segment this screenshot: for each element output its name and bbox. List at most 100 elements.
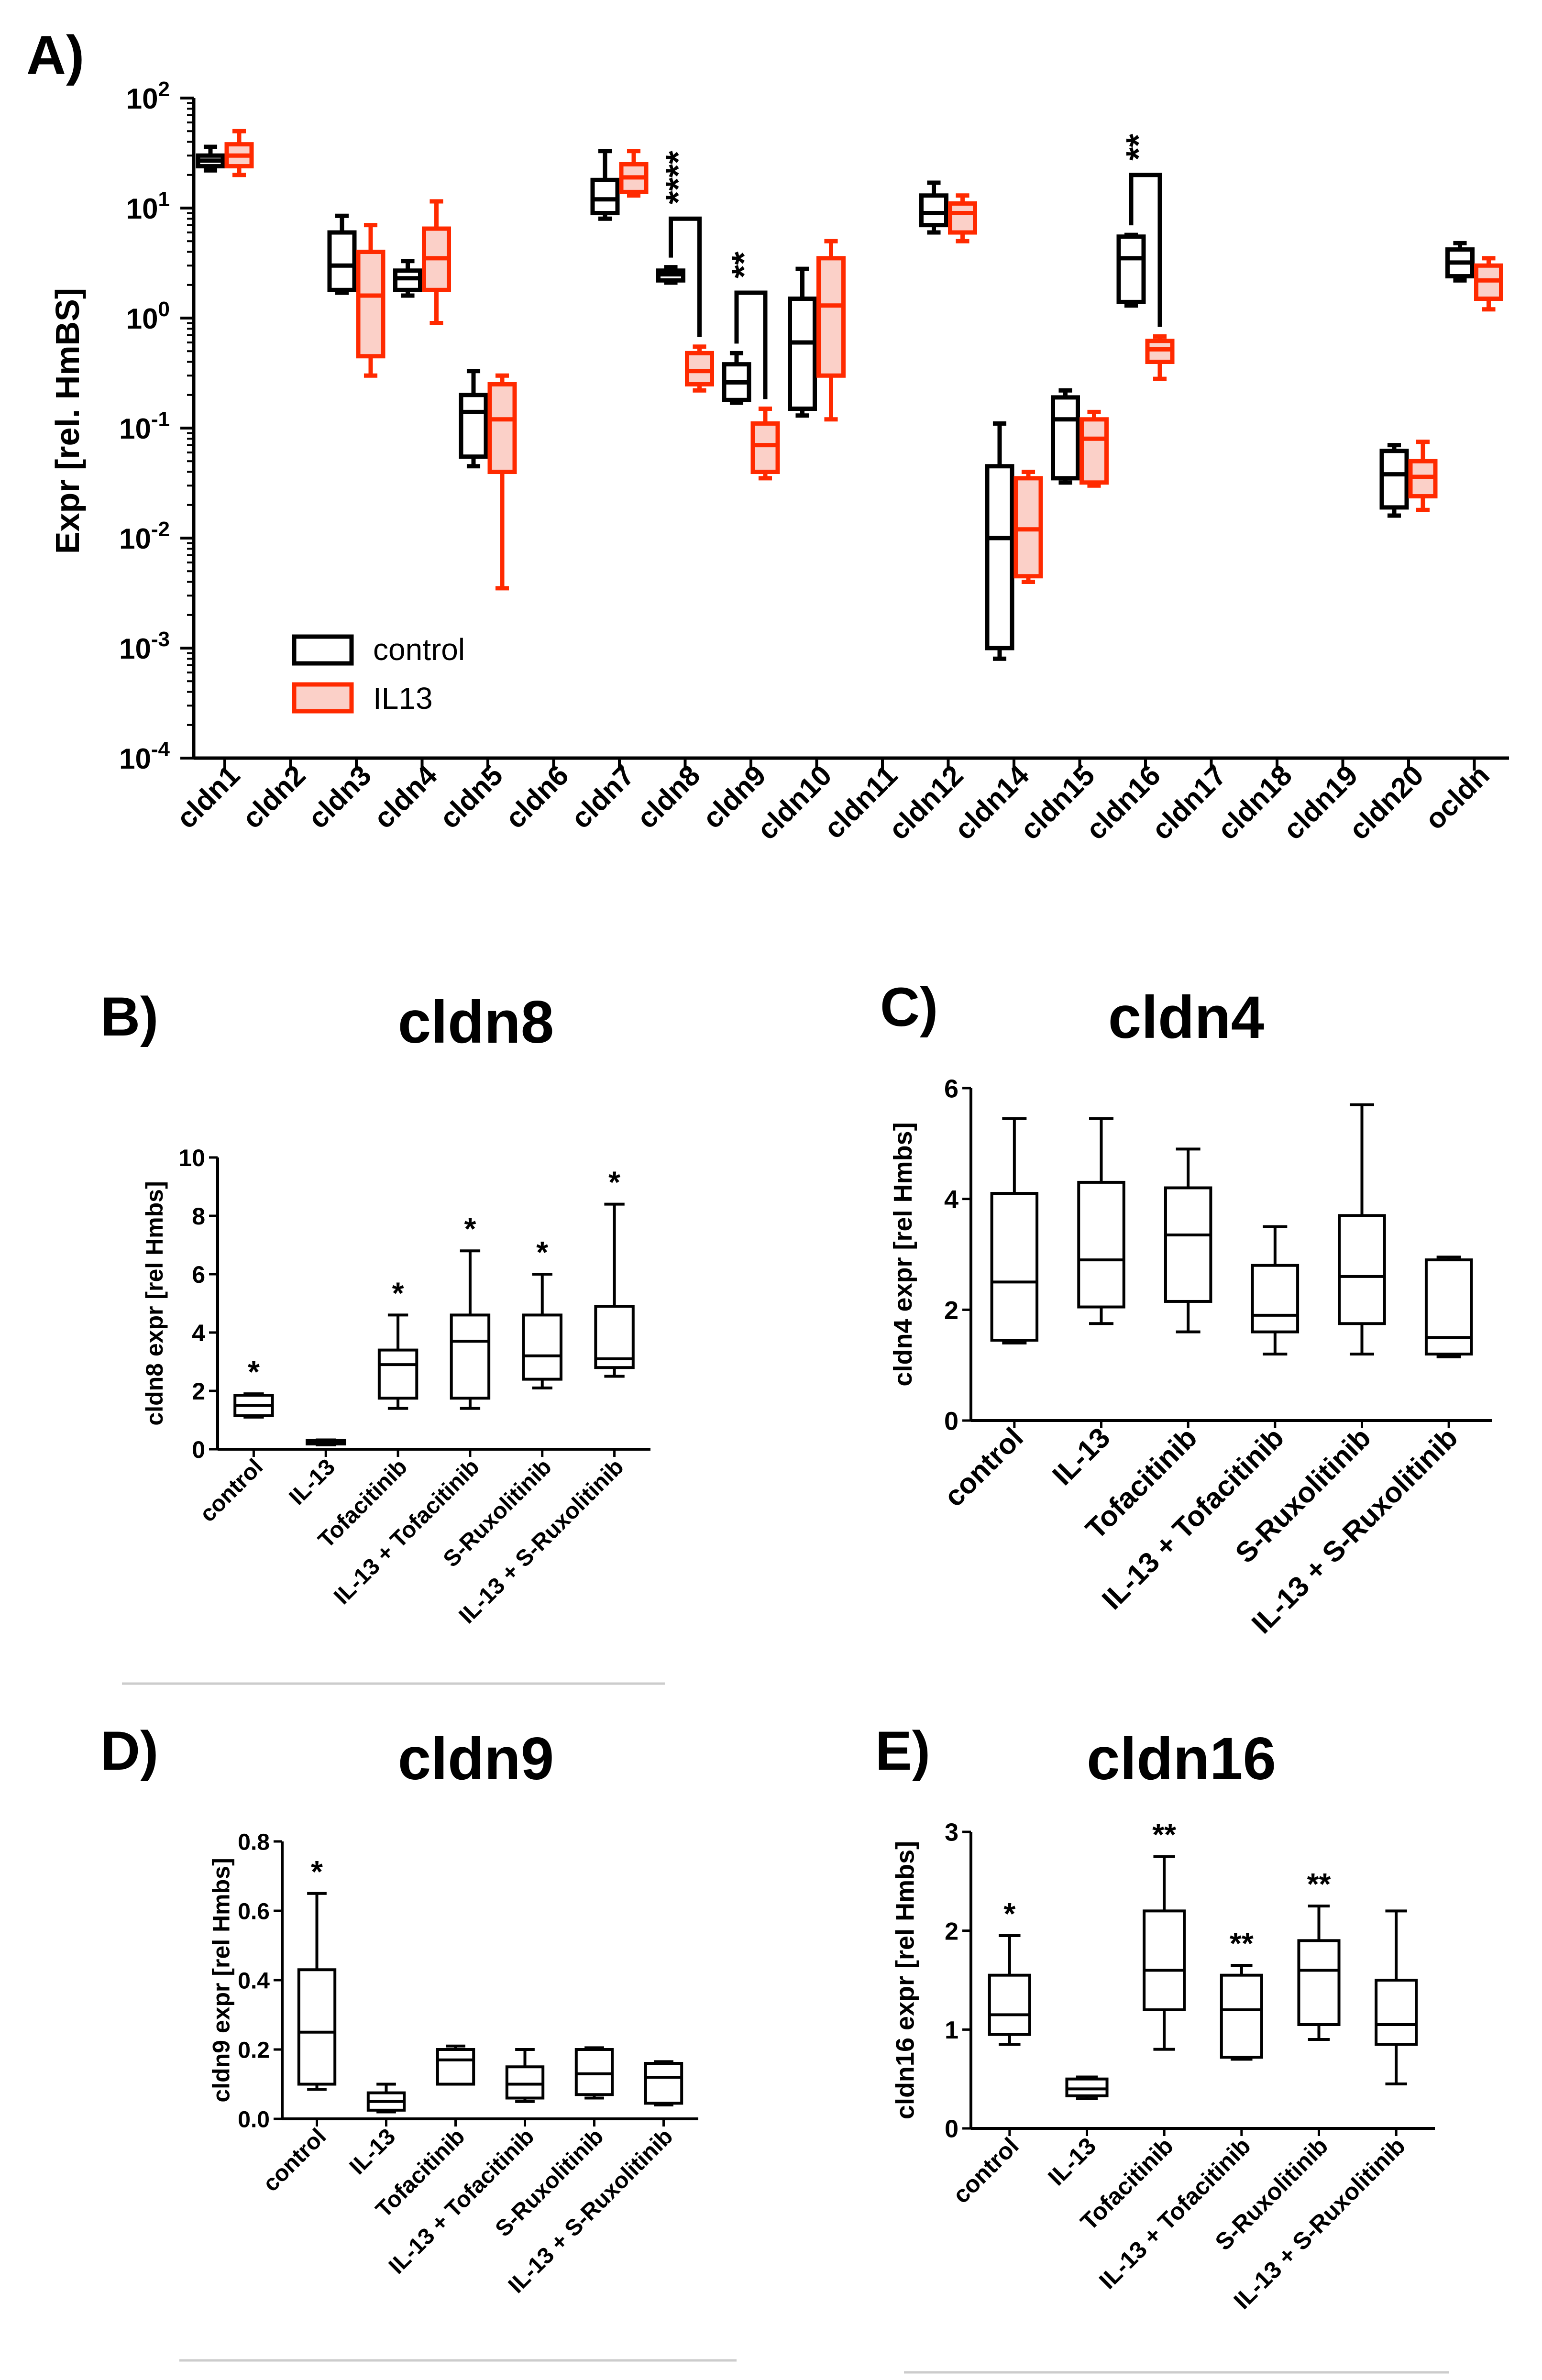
box-control-cldn14 [985, 421, 1014, 661]
box-il-13-tofacitinib [450, 1249, 491, 1410]
y-tick-label: 100 [126, 298, 170, 335]
box-control-cldn16 [1116, 232, 1146, 308]
box-box [1143, 1909, 1186, 2011]
box-il-13 [1077, 1117, 1125, 1325]
y-tick-label: 10-4 [119, 738, 170, 775]
panel-d-label: D) [100, 1720, 158, 1782]
box-box [574, 2048, 614, 2096]
box-box [1297, 1939, 1341, 2026]
box-box [1375, 1979, 1418, 2046]
box-il13-cldn9 [750, 406, 780, 481]
y-tick-label: 10-1 [119, 408, 170, 445]
y-tick-label: 0.8 [238, 1829, 270, 1855]
box-box [327, 230, 357, 292]
box-box [1051, 395, 1080, 481]
panel-e: E) cldn16 [875, 1720, 1276, 1792]
y-tick-label: 8 [192, 1203, 205, 1230]
box-box [985, 464, 1014, 650]
box-box [990, 1192, 1039, 1342]
y-tick-label: 0 [944, 1407, 958, 1435]
panel-a-label: A) [26, 25, 84, 86]
y-tick-label: 3 [945, 1819, 958, 1847]
box-box [436, 2048, 475, 2086]
box-box [1251, 1264, 1300, 1333]
panel-e-y-axis-label: cldn16 expr [rel Hmbs] [891, 1841, 919, 2119]
box-il13-cldn16 [1145, 334, 1175, 381]
box-control-cldn15 [1051, 388, 1080, 485]
box-control-ocldn [1445, 241, 1475, 283]
box-box [1379, 449, 1409, 510]
panel-d-title: cldn9 [398, 1726, 554, 1792]
box-il13-cldn10 [816, 239, 846, 422]
significance-label: * [536, 1235, 548, 1269]
panel-a-legend: control IL13 [292, 632, 465, 716]
y-tick-label: 0 [945, 2116, 958, 2143]
box-box [1424, 1258, 1473, 1355]
panel-e-title: cldn16 [1087, 1726, 1276, 1792]
significance-label: * [1003, 1896, 1015, 1931]
box-box [1116, 234, 1146, 304]
box-box [1079, 417, 1109, 485]
y-tick-label: 2 [192, 1378, 205, 1405]
y-tick-label: 4 [192, 1320, 205, 1346]
box-il-13 [306, 1438, 346, 1446]
y-tick-label: 0.2 [238, 2038, 270, 2063]
box-box [377, 1348, 419, 1400]
box-il13-ocldn [1474, 256, 1503, 312]
y-tick-label: 0 [192, 1436, 205, 1463]
y-tick-label: 102 [126, 77, 170, 115]
box-il13-cldn5 [487, 373, 517, 591]
panel-a-boxes [196, 129, 1503, 661]
box-box [1164, 1186, 1212, 1303]
box-il13-cldn3 [356, 223, 386, 378]
box-il-13-s-ruxolitinib [1375, 1909, 1418, 2085]
box-box [816, 256, 846, 378]
significance-label: * [464, 1212, 476, 1246]
significance-label: ** [1230, 1926, 1254, 1961]
significance-bracket [669, 216, 702, 337]
box-tofacitinib [1164, 1147, 1212, 1333]
box-control-cldn20 [1379, 443, 1409, 518]
box-il13-cldn20 [1408, 440, 1438, 512]
box-box [297, 1968, 337, 2086]
box-il-13-s-ruxolitinib [1424, 1256, 1473, 1358]
significance-bracket [734, 290, 768, 399]
box-box [487, 382, 517, 474]
panel-d-y-axis-label: cldn9 expr [rel Hmbs] [208, 1858, 235, 2102]
significance-label: * [248, 1355, 260, 1389]
box-control-cldn12 [919, 180, 948, 235]
panel-a-y-ticks: 102 101 100 10-1 10-2 10-3 10-4 [119, 77, 194, 775]
significance-label: ** [725, 252, 763, 278]
significance-label: ** [1152, 1818, 1176, 1852]
box-box [590, 177, 620, 216]
box-box [505, 2065, 545, 2100]
y-tick-label: 2 [945, 1917, 958, 1945]
panel-e-label: E) [875, 1720, 930, 1782]
legend-label-il13: IL13 [373, 681, 433, 716]
panel-b: B) cldn8 [100, 986, 554, 1056]
legend-swatch-il13 [292, 682, 354, 714]
box-box [459, 393, 488, 459]
legend-swatch-control [292, 634, 354, 666]
box-box [522, 1313, 562, 1381]
box-box [356, 250, 386, 359]
panel-d: D) cldn9 [100, 1720, 554, 1792]
box-il13-cldn12 [948, 193, 977, 243]
box-il-13-tofacitinib [1220, 1964, 1263, 2061]
box-box [919, 193, 948, 228]
box-box [1338, 1214, 1386, 1325]
box-control-cldn3 [327, 213, 357, 295]
y-tick-label: 6 [944, 1074, 958, 1103]
y-tick-label: 0.6 [238, 1899, 270, 1924]
legend-label-control: control [373, 632, 465, 667]
y-tick-label: 1 [945, 2016, 958, 2044]
panel-c: C) cldn4 [880, 977, 1264, 1051]
box-il13-cldn8 [685, 344, 714, 393]
box-box [788, 296, 817, 411]
box-s-ruxolitinib [522, 1273, 562, 1389]
box-control-cldn10 [788, 266, 817, 418]
y-tick-label: 0.4 [238, 1968, 270, 1994]
y-tick-label: 0.0 [238, 2107, 270, 2132]
